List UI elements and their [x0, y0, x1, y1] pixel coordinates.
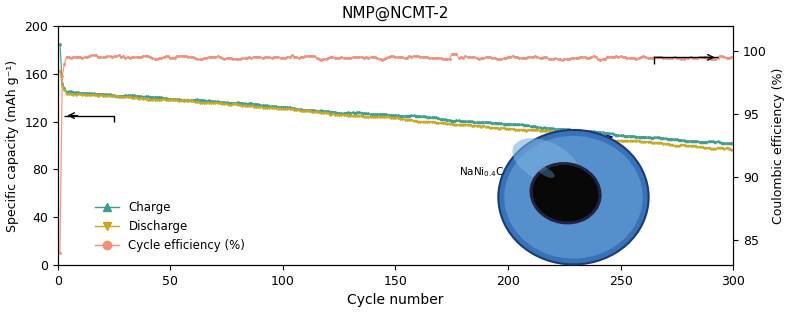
Ellipse shape	[532, 165, 599, 222]
Ellipse shape	[537, 166, 554, 178]
Ellipse shape	[505, 136, 643, 259]
Y-axis label: Specific capacity (mAh g⁻¹): Specific capacity (mAh g⁻¹)	[6, 59, 18, 232]
Y-axis label: Coulombic efficiency (%): Coulombic efficiency (%)	[773, 67, 785, 224]
Title: NMP@NCMT-2: NMP@NCMT-2	[342, 6, 449, 21]
X-axis label: Cycle number: Cycle number	[347, 294, 444, 307]
Legend: Charge, Discharge, Cycle efficiency (%): Charge, Discharge, Cycle efficiency (%)	[91, 197, 250, 257]
Text: NaMgPO$_4$: NaMgPO$_4$	[526, 136, 612, 156]
Text: NaNi$_{0.4}$Cu$_{0.1}$Mn$_{0.4}$Ti$_{0.1}$O$_2$: NaNi$_{0.4}$Cu$_{0.1}$Mn$_{0.4}$Ti$_{0.1…	[459, 150, 628, 179]
Ellipse shape	[498, 130, 649, 264]
Ellipse shape	[513, 138, 579, 185]
